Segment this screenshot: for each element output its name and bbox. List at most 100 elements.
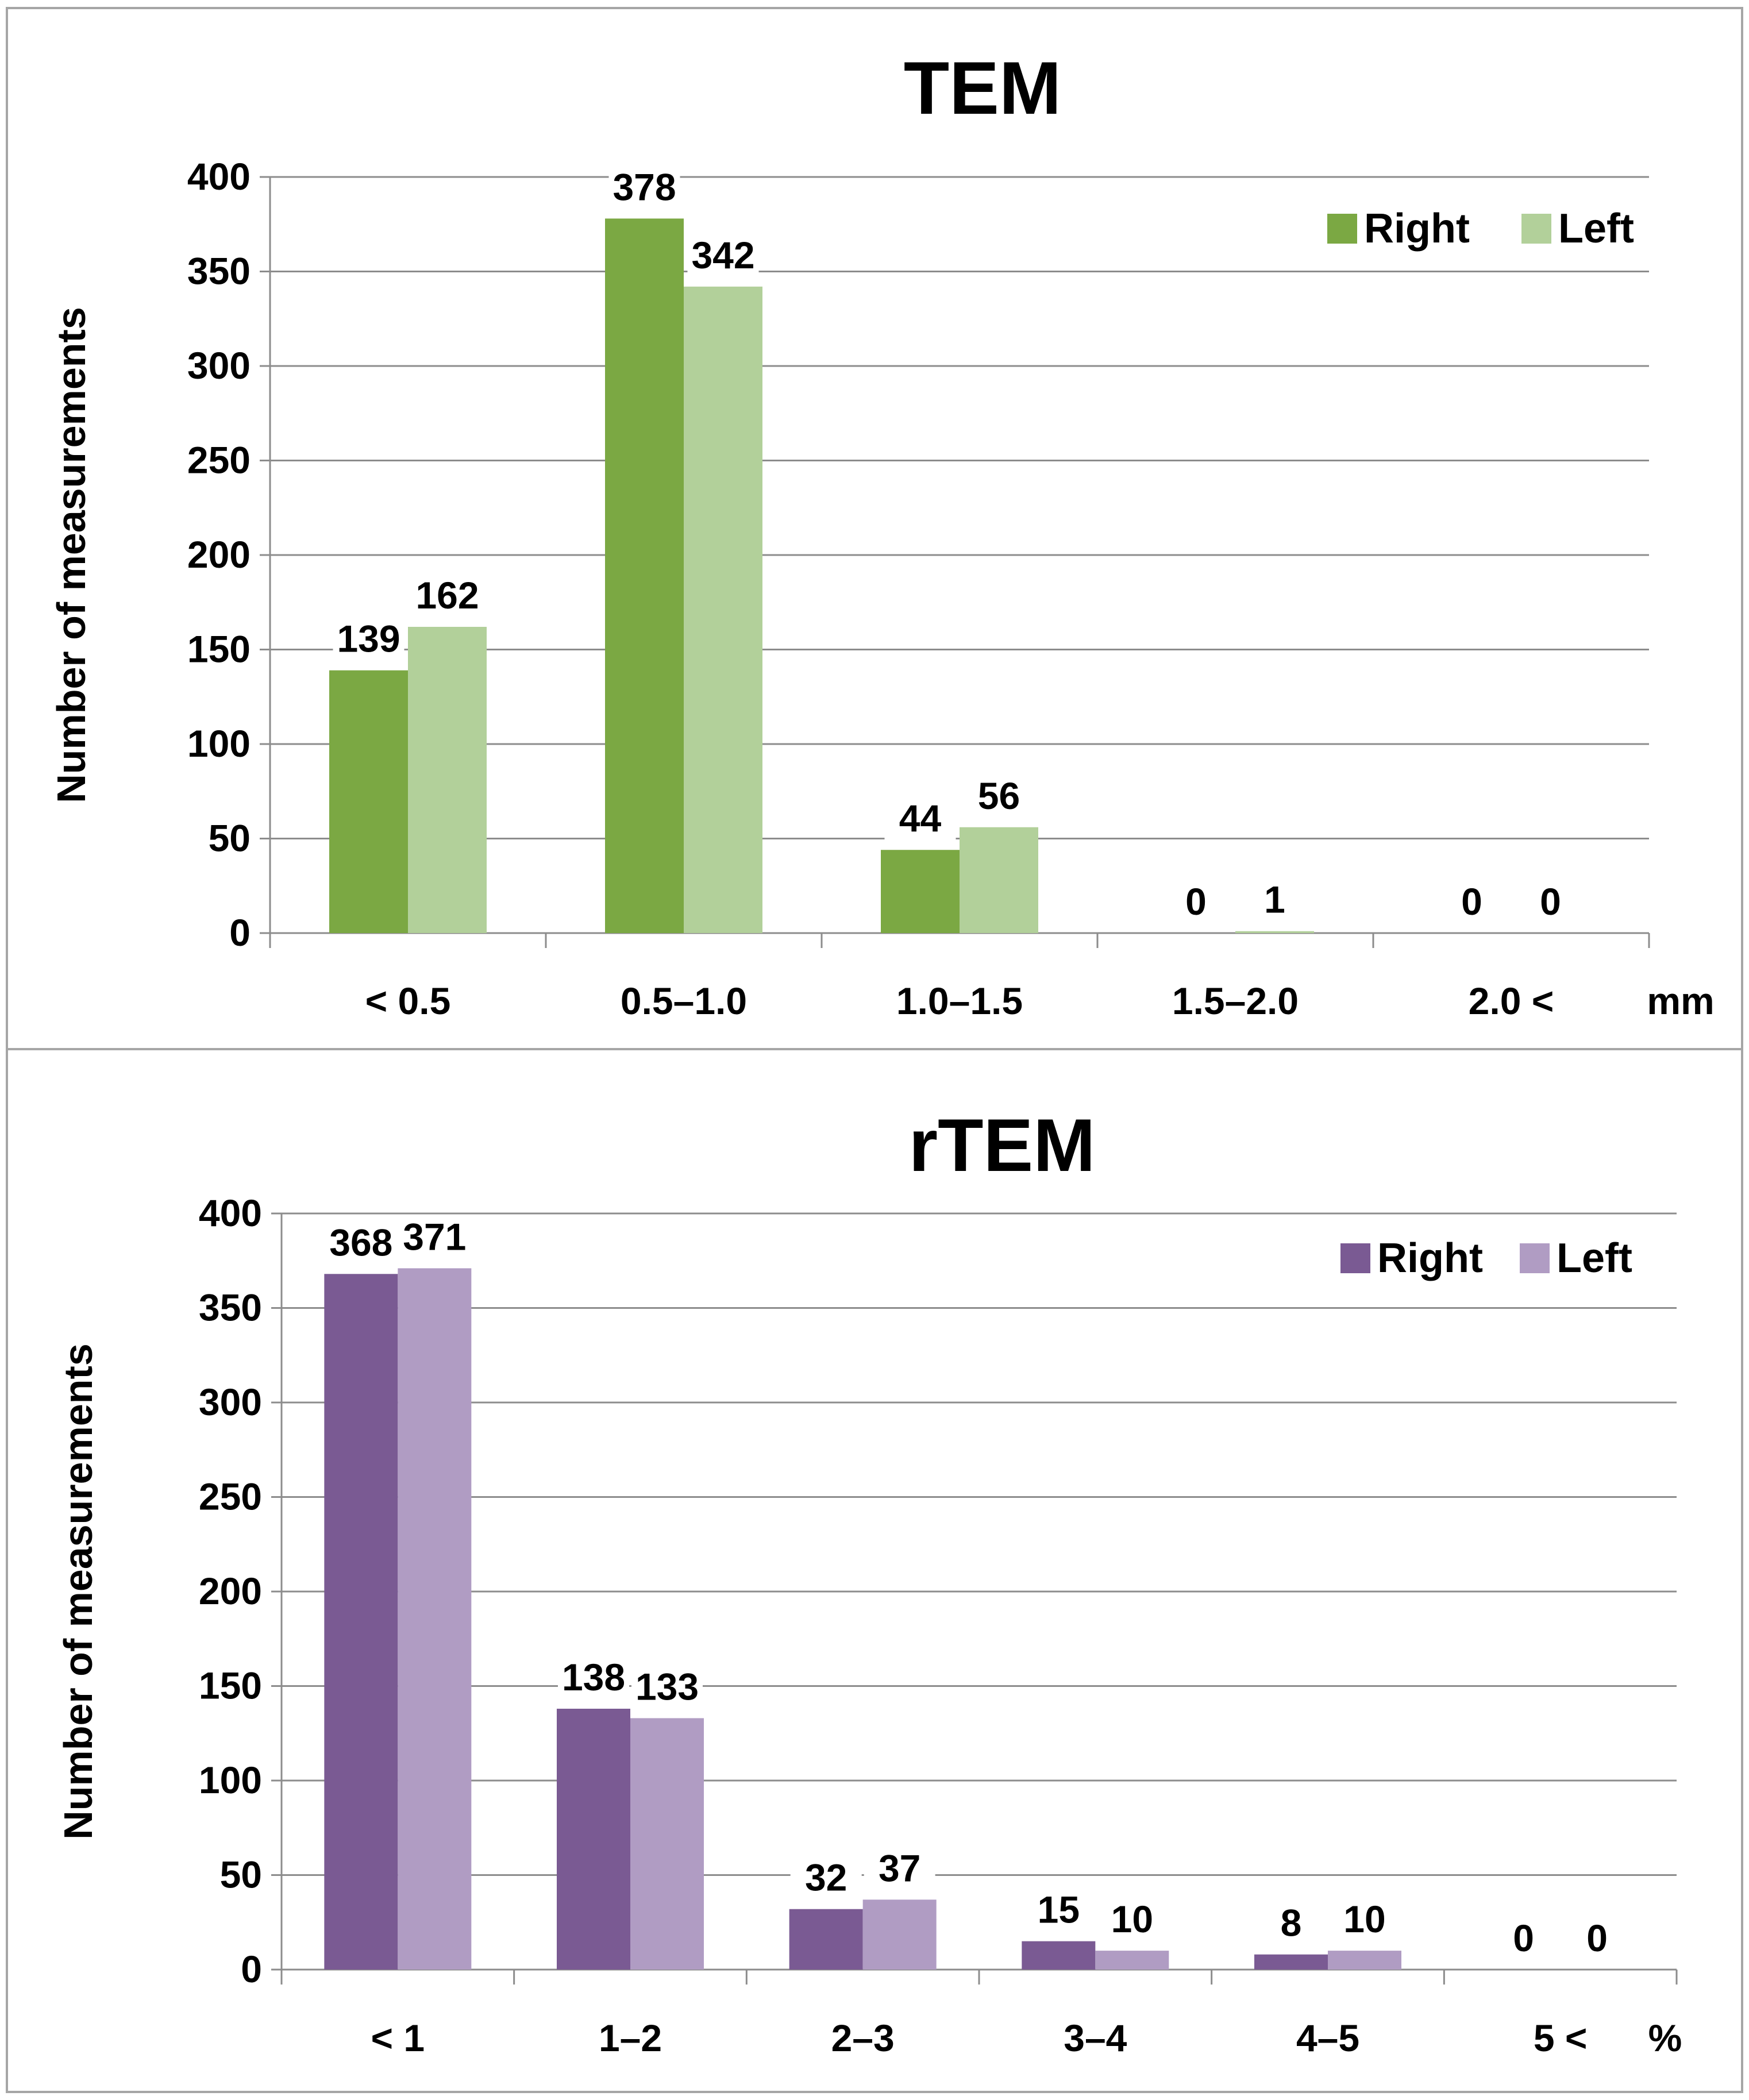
- chart-tem-bar-left: [960, 827, 1038, 933]
- chart-tem-y-tick-label: 150: [187, 628, 251, 671]
- chart-rtem-x-tick-label: 4–5: [1296, 2017, 1359, 2059]
- chart-tem-y-tick-label: 100: [187, 722, 251, 765]
- chart-rtem-data-label: 133: [635, 1665, 699, 1708]
- chart-rtem-bar-left: [1328, 1951, 1401, 1970]
- chart-rtem-y-tick-label: 250: [199, 1475, 262, 1518]
- chart-rtem-y-tick-label: 350: [199, 1286, 262, 1329]
- chart-tem-data-label-bg: [333, 618, 404, 660]
- chart-tem-y-tick-label: 400: [187, 155, 251, 198]
- chart-tem-y-tick-label: 300: [187, 344, 251, 387]
- chart-tem-data-label-bg: [963, 775, 1035, 817]
- chart-rtem-y-tick-label: 400: [199, 1192, 262, 1234]
- chart-tem-data-label-bg: [687, 234, 759, 276]
- chart-rtem-data-label: 32: [805, 1856, 847, 1899]
- chart-rtem-title: rTEM: [909, 1103, 1096, 1187]
- chart-tem-y-axis-label: Number of measurements: [49, 307, 94, 803]
- chart-tem-data-label: 1: [1264, 878, 1285, 921]
- chart-rtem-data-label: 8: [1281, 1902, 1302, 1944]
- chart-tem-y-tick-label: 350: [187, 250, 251, 292]
- chart-rtem-data-label-bg: [1561, 1918, 1633, 1959]
- chart-tem-data-label: 56: [978, 775, 1020, 817]
- chart-tem-data-label: 0: [1461, 880, 1482, 923]
- chart-tem-data-label: 378: [612, 165, 676, 208]
- chart-tem-x-tick-label: 0.5–1.0: [621, 980, 747, 1022]
- chart-tem-title: TEM: [904, 46, 1061, 130]
- chart-rtem-x-unit-label: %: [1648, 2017, 1682, 2059]
- chart-tem-data-label: 0: [1540, 880, 1561, 923]
- chart-rtem-data-label-bg: [558, 1656, 629, 1698]
- panel-frame-bottom: [6, 1048, 1743, 2093]
- chart-rtem-data-label-bg: [1096, 1899, 1168, 1941]
- chart-tem-bar-right: [605, 218, 684, 933]
- chart-rtem-y-axis-label: Number of measurements: [56, 1343, 101, 1840]
- chart-rtem-bar-left: [630, 1718, 704, 1970]
- chart-rtem-data-label: 37: [879, 1847, 920, 1889]
- chart-rtem-data-label-bg: [399, 1216, 471, 1258]
- chart-rtem-x-tick-label: 1–2: [599, 2017, 662, 2059]
- chart-tem-data-label: 342: [691, 234, 754, 276]
- chart-rtem-y-tick-label: 0: [241, 1948, 262, 1990]
- chart-tem-bar-left: [408, 627, 487, 933]
- chart-rtem-data-label-bg: [1255, 1902, 1327, 1944]
- chart-rtem-bar-right: [1254, 1954, 1328, 1970]
- chart-rtem-x-tick-label: 2–3: [831, 2017, 895, 2059]
- chart-rtem-legend-label-right: Right: [1377, 1235, 1483, 1281]
- chart-tem-data-label-bg: [411, 575, 483, 617]
- chart-tem-bar-left: [1235, 931, 1314, 933]
- chart-rtem-data-label: 368: [329, 1221, 392, 1263]
- chart-tem-y-tick-label: 250: [187, 439, 251, 481]
- chart-tem-bar-left: [684, 286, 762, 933]
- chart-tem-legend-label-left: Left: [1558, 206, 1634, 252]
- chart-tem-x-tick-label: < 0.5: [365, 980, 451, 1022]
- chart-rtem-legend-label-left: Left: [1557, 1235, 1632, 1281]
- chart-tem-x-unit-label: mm: [1647, 980, 1714, 1022]
- chart-rtem-data-label-bg: [1488, 1918, 1559, 1959]
- chart-tem-data-label-bg: [1436, 881, 1508, 923]
- chart-rtem-data-label-bg: [631, 1666, 703, 1708]
- chart-rtem-y-tick-label: 200: [199, 1570, 262, 1612]
- chart-rtem-data-label: 10: [1343, 1898, 1385, 1940]
- chart-tem-data-label-bg: [1239, 879, 1311, 921]
- chart-tem-data-label-bg: [1160, 881, 1232, 923]
- chart-rtem-y-tick-label: 150: [199, 1664, 262, 1707]
- chart-rtem-data-label: 138: [562, 1656, 625, 1698]
- chart-tem-y-tick-label: 0: [229, 911, 251, 954]
- chart-rtem-data-label: 10: [1111, 1898, 1153, 1940]
- chart-rtem-y-tick-label: 100: [199, 1759, 262, 1801]
- chart-tem-x-tick-label: 2.0 <: [1469, 980, 1554, 1022]
- chart-rtem-bar-right: [557, 1708, 630, 1970]
- chart-rtem-y-tick-label: 300: [199, 1381, 262, 1423]
- chart-rtem-data-label-bg: [864, 1848, 935, 1890]
- chart-tem-data-label: 0: [1185, 880, 1207, 923]
- chart-rtem-bar-right: [1022, 1941, 1096, 1970]
- chart-tem-bar-right: [881, 850, 960, 933]
- chart-tem-data-label-bg: [884, 798, 956, 840]
- chart-tem-legend-swatch-right: [1327, 214, 1357, 244]
- chart-rtem-data-label: 15: [1038, 1889, 1080, 1931]
- chart-rtem-legend-swatch-right: [1340, 1243, 1370, 1273]
- chart-tem-data-label: 139: [337, 618, 400, 660]
- chart-tem-x-tick-label: 1.5–2.0: [1172, 980, 1299, 1022]
- chart-tem-x-tick-label: 1.0–1.5: [896, 980, 1023, 1022]
- chart-rtem-data-label: 0: [1513, 1917, 1534, 1959]
- chart-rtem-x-tick-label: 5 <: [1534, 2017, 1588, 2059]
- chart-rtem-x-tick-label: 3–4: [1064, 2017, 1127, 2059]
- chart-rtem-data-label: 371: [403, 1215, 466, 1258]
- chart-tem-data-label-bg: [608, 167, 680, 209]
- chart-tem-y-tick-label: 200: [187, 533, 251, 576]
- chart-rtem-bar-right: [789, 1909, 863, 1970]
- chart-tem-bar-right: [329, 670, 408, 933]
- chart-tem-legend-swatch-left: [1521, 214, 1551, 244]
- chart-rtem-bar-left: [1095, 1951, 1169, 1970]
- chart-rtem-data-label-bg: [790, 1857, 862, 1899]
- chart-tem-y-tick-label: 50: [209, 817, 251, 860]
- chart-tem-data-label: 162: [415, 574, 479, 616]
- chart-rtem-legend-swatch-left: [1520, 1243, 1550, 1273]
- chart-rtem-y-tick-label: 50: [220, 1854, 262, 1896]
- chart-rtem-data-label-bg: [1023, 1889, 1095, 1931]
- chart-rtem-data-label-bg: [1329, 1899, 1400, 1941]
- chart-tem-data-label-bg: [1515, 881, 1586, 923]
- chart-rtem-data-label: 0: [1586, 1917, 1608, 1959]
- chart-tem-data-label: 44: [899, 797, 942, 839]
